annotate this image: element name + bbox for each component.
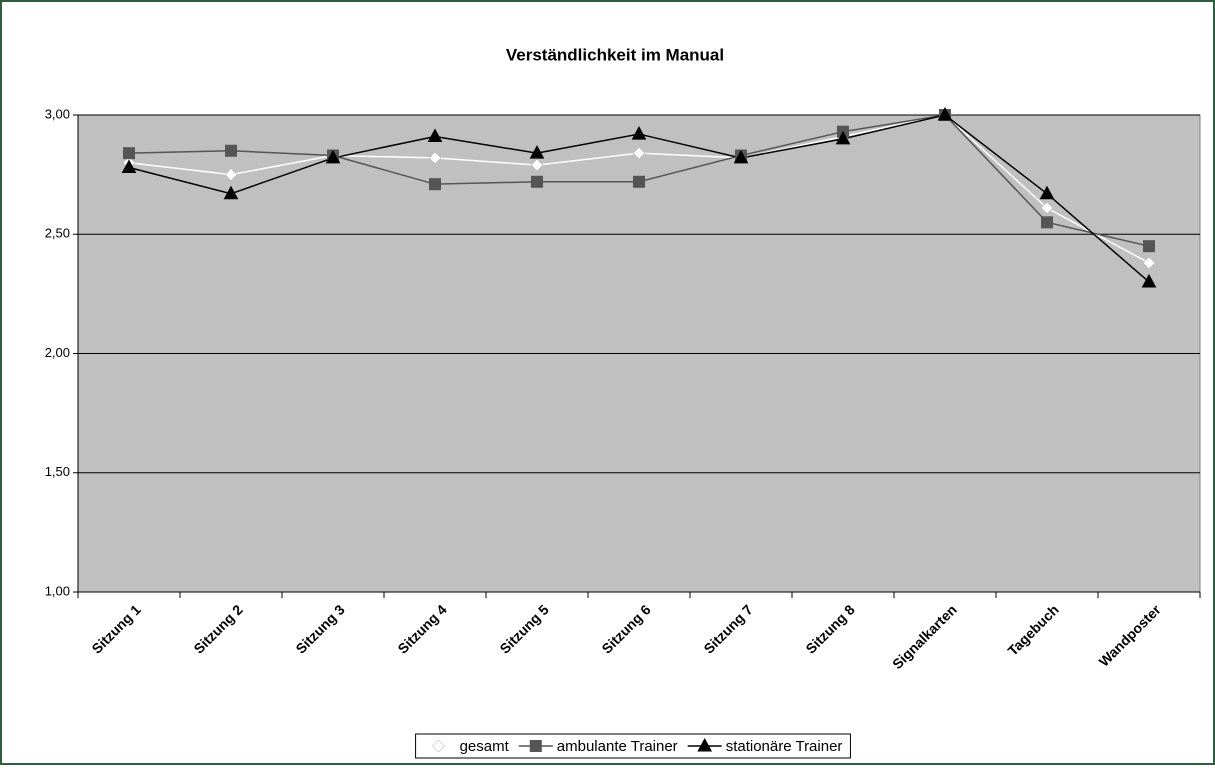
marker	[631, 126, 647, 140]
marker	[428, 151, 442, 165]
marker	[1141, 273, 1157, 288]
marker	[937, 106, 953, 121]
marker	[529, 740, 542, 752]
marker	[1143, 240, 1155, 253]
marker	[530, 158, 544, 172]
y-tick-label: 3,00	[45, 106, 70, 121]
legend: gesamt ambulante Trainer stationäre Traine…	[415, 733, 851, 759]
y-tick-label: 1,00	[45, 583, 70, 598]
marker	[432, 739, 445, 753]
marker	[1039, 185, 1055, 200]
marker	[733, 149, 749, 164]
marker	[325, 149, 341, 164]
marker	[224, 168, 238, 181]
legend-label: gesamt	[460, 738, 510, 755]
marker	[123, 147, 135, 160]
marker	[427, 128, 443, 142]
marker	[1040, 201, 1054, 215]
y-tick-label: 2,50	[45, 226, 70, 241]
marker	[223, 185, 239, 200]
y-tick-label: 2,00	[45, 345, 70, 360]
marker	[633, 175, 645, 188]
marker	[529, 145, 545, 159]
marker	[697, 737, 713, 752]
marker	[632, 146, 646, 160]
marker	[835, 130, 851, 145]
legend-label: stationäre Trainer	[726, 738, 843, 755]
marker	[531, 175, 543, 188]
marker	[1041, 216, 1053, 229]
legend-label: ambulante Trainer	[557, 738, 678, 755]
marker	[225, 144, 237, 157]
marker	[429, 178, 441, 191]
chart-title: Verständlichkeit im Manual	[506, 45, 724, 64]
legend-box	[415, 733, 851, 759]
marker	[121, 159, 137, 173]
y-tick-label: 1,50	[45, 464, 70, 479]
marker	[1142, 256, 1156, 270]
